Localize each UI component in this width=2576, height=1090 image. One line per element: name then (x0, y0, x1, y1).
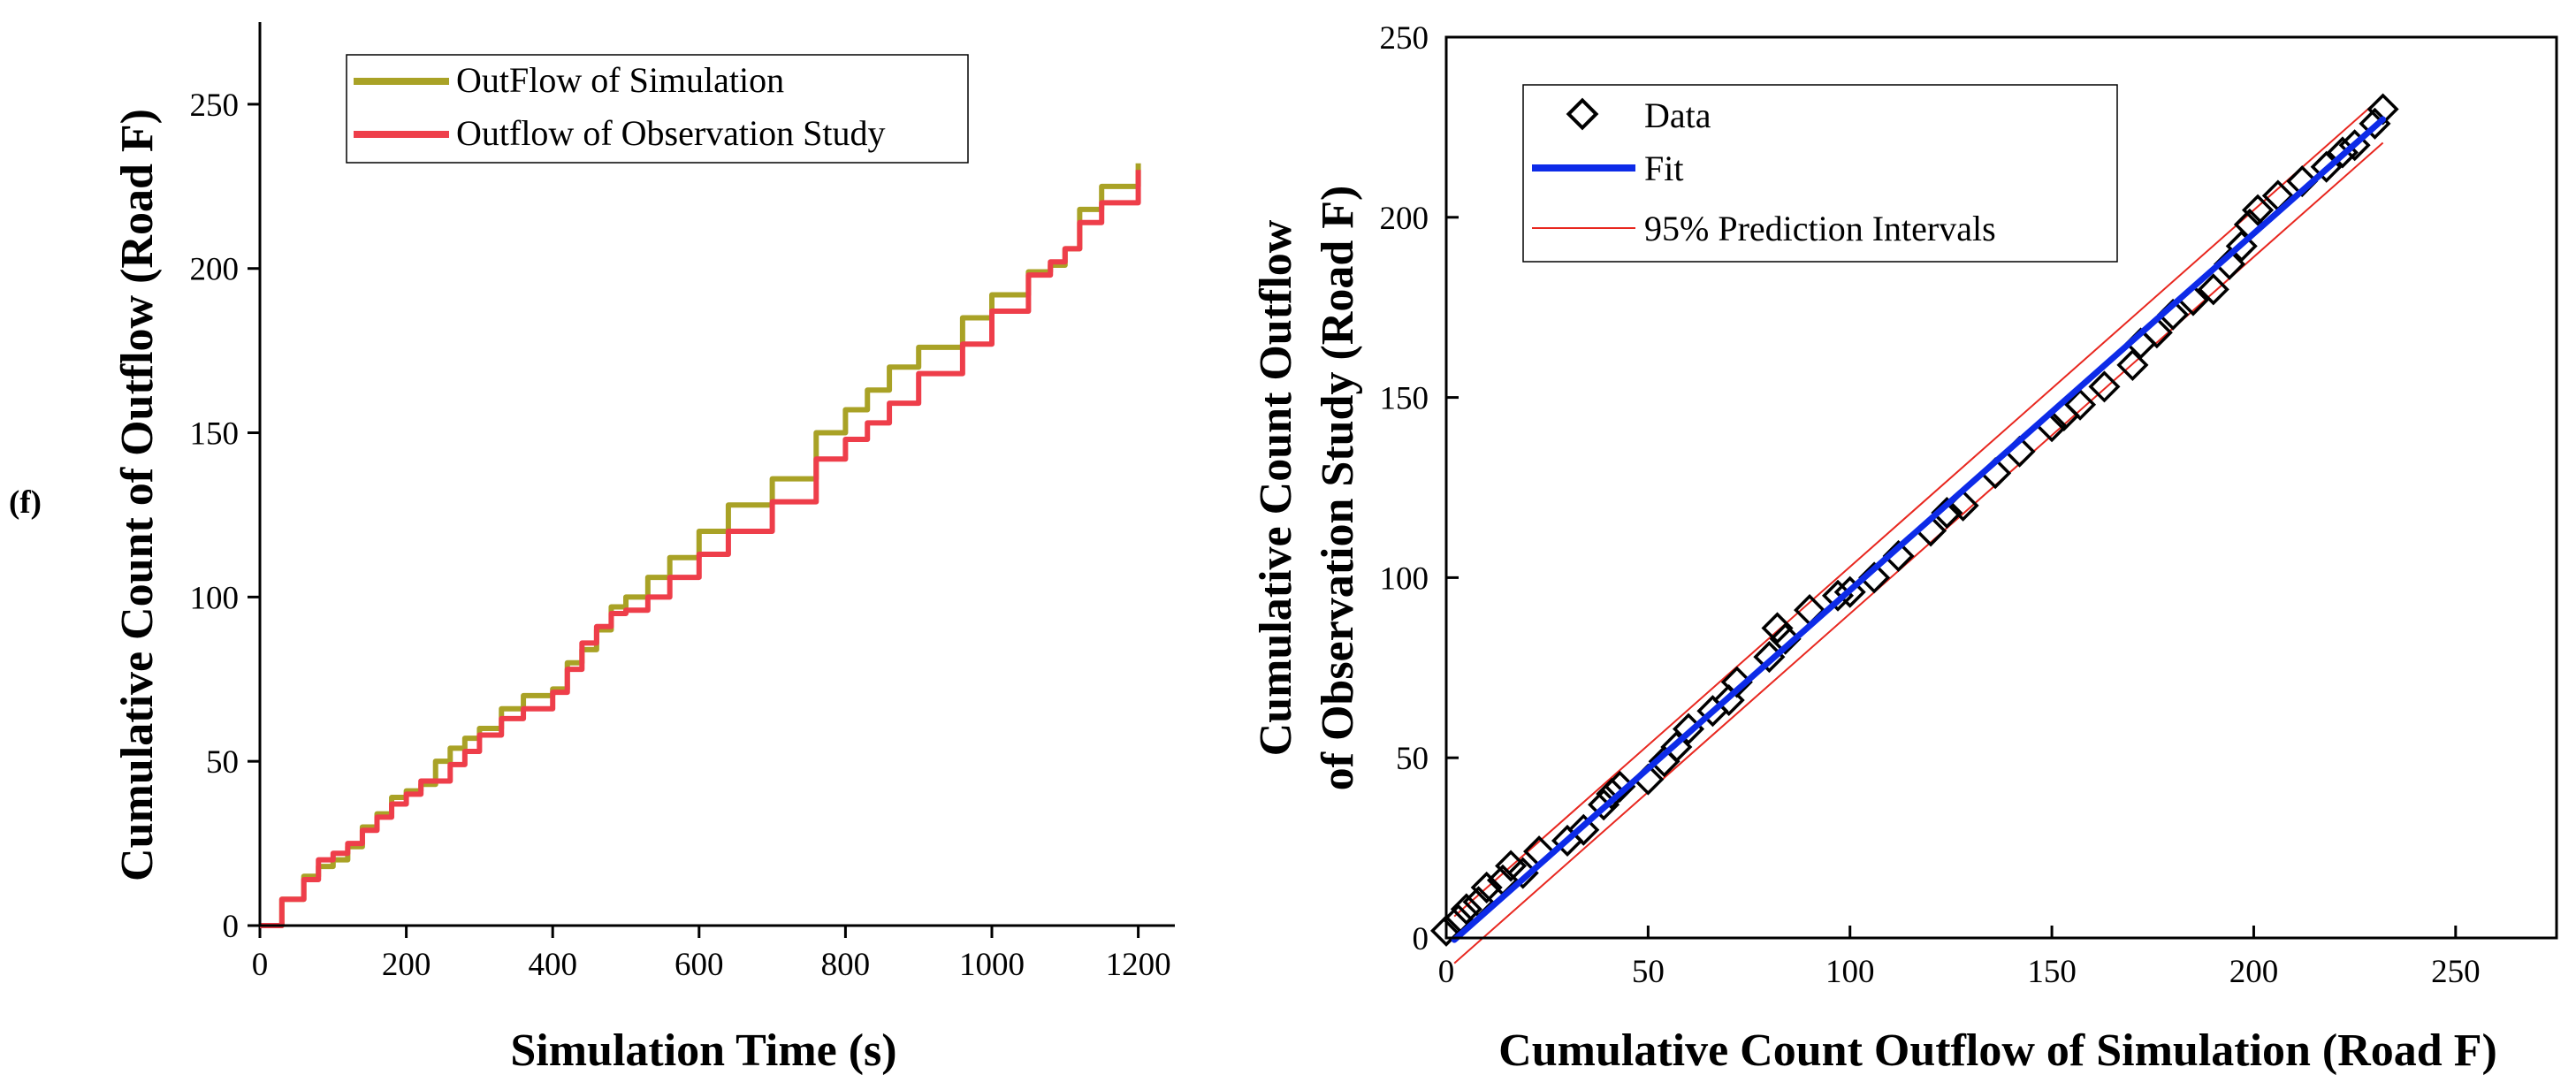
chart1-x-axis-title: Simulation Time (s) (510, 1025, 896, 1076)
chart1-y-tick-label: 150 (190, 416, 240, 453)
chart2-data-point (1495, 850, 1528, 882)
chart2-data-point (1769, 622, 1802, 655)
chart2-x-axis-title: Cumulative Count Outflow of Simulation (… (1498, 1025, 2497, 1076)
chart2-y-tick-label: 250 (1380, 20, 1429, 57)
chart2-y-axis-title-line2: of Observation Study (Road F) (1313, 186, 1363, 791)
chart2-data-point (1858, 561, 1891, 594)
chart1-x-tick-label: 400 (528, 947, 577, 983)
chart2-data-point (1470, 871, 1503, 903)
chart2-x-tick-label: 0 (1438, 954, 1455, 990)
chart1-y-tick-label: 250 (190, 88, 240, 124)
chart2-y-tick-label: 200 (1380, 201, 1429, 237)
chart2-x-tick-label: 100 (1825, 954, 1875, 990)
chart2-y-tick-label: 50 (1396, 741, 1429, 777)
chart1-legend: OutFlow of Simulation Outflow of Observa… (346, 54, 969, 164)
chart2-data-point (1506, 857, 1539, 889)
chart2-data-point (2088, 370, 2121, 403)
chart2-y-tick-label: 150 (1380, 381, 1429, 417)
chart2-data-point (1761, 612, 1794, 644)
chart2-data-point (2197, 273, 2229, 306)
chart2-data-point (2366, 93, 2399, 126)
chart1-x-tick-label: 1000 (959, 947, 1025, 983)
chart2-y-tick-label: 100 (1380, 560, 1429, 597)
chart2-plot-frame (1444, 35, 2558, 940)
chart2-legend-box (1522, 84, 2118, 263)
chart2-data-point (1720, 666, 1753, 698)
chart1-x-tick-label: 0 (252, 947, 269, 983)
panel-label: (f) (9, 484, 42, 521)
chart2-data-point (1882, 539, 1915, 572)
chart1-y-tick-label: 100 (190, 580, 240, 616)
chart1-x-tick-label: 600 (674, 947, 724, 983)
chart2-legend-label-prediction: 95% Prediction Intervals (1644, 209, 1996, 248)
chart1-legend-box (346, 54, 969, 164)
chart1-series-observation-line (260, 170, 1141, 928)
chart1-y-axis-title: Cumulative Count of Outflow (Road F) (112, 109, 163, 881)
chart1-y-tick-label: 0 (223, 909, 240, 945)
chart2-legend: Data Fit 95% Prediction Intervals (1522, 84, 2118, 263)
chart2-prediction-lower (1453, 141, 2384, 964)
chart2-y-tick-label: 0 (1413, 921, 1429, 957)
chart2-fit-line (1451, 116, 2387, 943)
chart1-y-tick-label: 50 (206, 744, 239, 781)
chart1-x-tick-label: 200 (382, 947, 431, 983)
chart2-data-point (2116, 348, 2149, 381)
chart1-y-tick-label: 200 (190, 252, 240, 288)
chart1-x-tick-label: 800 (821, 947, 871, 983)
chart-outflow-vs-time: 0 200 400 600 800 1000 1200 0 50 100 150 200 250 Sim… (112, 22, 1175, 1076)
chart2-prediction-upper (1453, 95, 2384, 918)
chart2-legend-data-marker (1566, 97, 1599, 131)
chart1-x-tick-label: 1200 (1106, 947, 1171, 983)
chart2-legend-label-fit: Fit (1644, 149, 1683, 188)
chart2-x-tick-label: 200 (2229, 954, 2279, 990)
chart2-data-point (1450, 893, 1482, 926)
chart2-data-point (1604, 770, 1636, 803)
chart2-data-point (2064, 388, 2097, 421)
chart1-legend-label-simulation: OutFlow of Simulation (456, 60, 784, 100)
chart2-y-axis-title-line1: Cumulative Count Outflow (1251, 219, 1301, 756)
chart2-legend-label-data: Data (1644, 95, 1711, 135)
chart2-data-point (2241, 194, 2275, 226)
chart2-x-tick-label: 250 (2431, 954, 2481, 990)
chart2-x-tick-label: 50 (1632, 954, 1665, 990)
chart1-legend-label-observation: Outflow of Observation Study (456, 113, 886, 153)
chart2-x-tick-label: 150 (2027, 954, 2077, 990)
chart2-data-point (1931, 497, 1963, 530)
chart-observation-vs-simulation: 0 50 100 150 200 250 0 50 100 150 200 250 Cumulativ… (1251, 20, 2558, 1076)
